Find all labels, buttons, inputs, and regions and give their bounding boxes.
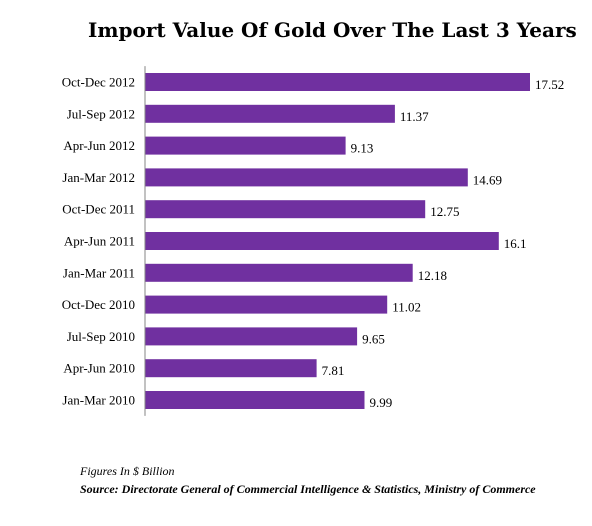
category-label: Apr-Jun 2010	[63, 361, 135, 376]
category-label: Jan-Mar 2011	[63, 265, 135, 280]
category-label: Jan-Mar 2010	[62, 393, 135, 408]
bar-jul-sep-2012	[145, 104, 395, 123]
category-label: Oct-Dec 2011	[62, 202, 135, 217]
value-label: 9.65	[362, 331, 385, 346]
category-axis-labels: Oct-Dec 2012 Jul-Sep 2012 Apr-Jun 2012 Jan-…	[62, 75, 135, 408]
units-note: Figures In $ Billion	[80, 464, 175, 478]
bar-apr-jun-2011	[145, 232, 499, 250]
chart-title: Import Value Of Gold Over The Last 3 Yea…	[88, 18, 577, 42]
value-label: 17.52	[535, 77, 564, 92]
value-label: 11.37	[400, 109, 429, 124]
category-label: Jul-Sep 2010	[67, 329, 135, 344]
bar-apr-jun-2010	[145, 359, 317, 378]
value-label: 12.18	[418, 268, 447, 283]
category-label: Jul-Sep 2012	[67, 106, 135, 121]
value-label: 9.13	[351, 141, 374, 156]
bar-jan-mar-2010	[145, 391, 365, 409]
source-note: Source: Directorate General of Commercia…	[80, 482, 536, 496]
bar-apr-jun-2012	[145, 136, 346, 155]
category-label: Apr-Jun 2012	[63, 138, 135, 153]
bar-jul-sep-2010	[145, 327, 358, 346]
value-label: 11.02	[392, 300, 421, 315]
value-label: 7.81	[322, 363, 345, 378]
bar-jan-mar-2011	[145, 263, 413, 282]
bars-layer	[145, 73, 530, 409]
bar-oct-dec-2011	[145, 200, 426, 219]
bar-oct-dec-2010	[145, 295, 388, 314]
bar-chart: Oct-Dec 2012 Jul-Sep 2012 Apr-Jun 2012 Jan-…	[62, 66, 565, 416]
bar-oct-dec-2012	[145, 73, 530, 91]
value-label: 9.99	[370, 395, 393, 410]
category-label: Oct-Dec 2012	[62, 75, 135, 90]
value-labels: 17.52 11.37 9.13 14.69 12.75 16.1 12.18 11.02 9.…	[322, 77, 565, 410]
category-label: Oct-Dec 2010	[62, 297, 135, 312]
value-label: 14.69	[473, 172, 502, 187]
bar-jan-mar-2012	[145, 168, 468, 187]
category-label: Jan-Mar 2012	[62, 170, 135, 185]
value-label: 12.75	[430, 204, 459, 219]
category-label: Apr-Jun 2011	[64, 234, 135, 249]
value-label: 16.1	[504, 236, 527, 251]
